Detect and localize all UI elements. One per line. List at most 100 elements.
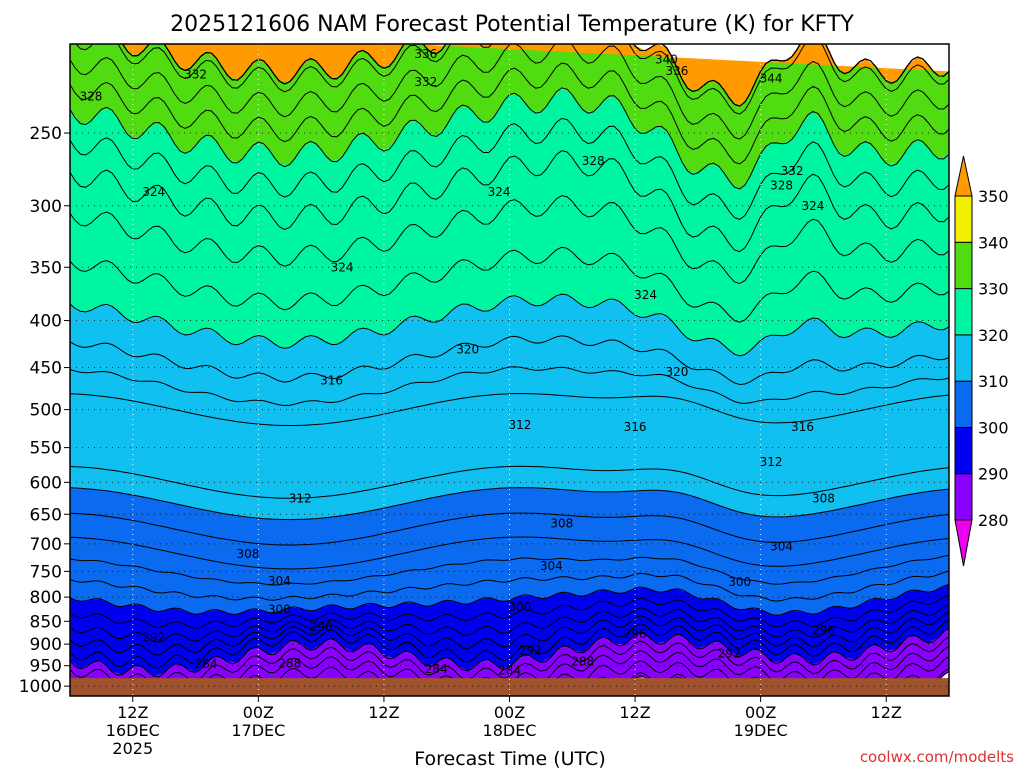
isentrope-336 (75, 44, 949, 115)
isentrope-348 (122, 44, 949, 107)
x-tick-label: 17DEC (231, 721, 285, 740)
colorbar-segment (954, 241, 973, 290)
contour-label: 336 (665, 64, 688, 78)
y-tick-label: 850 (30, 612, 62, 632)
x-tick-label: 00Z (494, 703, 525, 722)
y-tick-label: 700 (30, 535, 62, 555)
isentrope-306 (70, 536, 949, 570)
colorbar-under-triangle (954, 519, 973, 567)
isentrope-308 (70, 512, 949, 546)
y-tick-label: 800 (30, 588, 62, 608)
x-axis-label: Forecast Time (UTC) (414, 748, 605, 768)
isentrope-310 (70, 487, 949, 521)
contour-label: 316 (791, 420, 814, 434)
colorbar-segment (954, 473, 973, 521)
x-tick-label: 00Z (243, 703, 274, 722)
contour-label: 308 (550, 516, 573, 530)
y-tick-label: 500 (30, 401, 62, 421)
band-320-330 (70, 87, 949, 356)
isentrope-314 (70, 393, 949, 426)
contour-label: 308 (812, 492, 835, 506)
isentrope-326 (70, 150, 949, 253)
contour-label: 292 (142, 630, 165, 644)
contour-label: 312 (289, 492, 312, 506)
colorbar-segment (954, 426, 973, 475)
colorbar-segment (954, 380, 973, 428)
contour-label: 328 (770, 178, 793, 192)
contour-label: 300 (268, 602, 291, 616)
isentrope-300 (70, 583, 949, 616)
isentrope-320 (70, 293, 949, 357)
x-tick-label: 16DEC (106, 721, 160, 740)
contour-label: 320 (665, 365, 688, 379)
chart-title: 2025121606 NAM Forecast Potential Temper… (170, 12, 854, 37)
isentrope-322 (70, 246, 949, 323)
colorbar-label: 320 (978, 326, 1009, 345)
colorbar-label: 280 (978, 511, 1009, 530)
contour-label: 316 (624, 420, 647, 434)
contour-label: 284 (498, 664, 521, 678)
credit-text: coolwx.com/modelts (860, 748, 1014, 766)
contour-label: 324 (634, 288, 657, 302)
band-330-340 (70, 44, 949, 189)
x-tick-label: 19DEC (734, 721, 788, 740)
contour-label: 300 (728, 575, 751, 589)
contour-label: 284 (195, 657, 218, 671)
contour-label: 304 (540, 559, 563, 573)
isentrope-290 (70, 627, 949, 678)
y-tick-label: 1000 (19, 677, 62, 697)
colorbar-label: 340 (978, 233, 1009, 252)
y-tick-label: 650 (30, 505, 62, 525)
contour-label: 312 (760, 455, 783, 469)
colorbar-label: 350 (978, 187, 1009, 206)
isentrope-294 (70, 611, 949, 656)
colorbar-segment (954, 195, 973, 243)
contour-label: 304 (770, 540, 793, 554)
x-tick-label: 2025 (112, 739, 153, 758)
contour-label: 332 (414, 75, 437, 89)
colorbar-label: 300 (978, 418, 1009, 437)
contour-label: 340 (655, 53, 678, 67)
contour-label: 336 (414, 47, 437, 61)
x-tick-label: 12Z (117, 703, 148, 722)
y-tick-label: 450 (30, 359, 62, 379)
contour-label: 316 (320, 374, 343, 388)
x-tick-label: 18DEC (483, 721, 537, 740)
contour-label: 292 (519, 644, 542, 658)
contour-label: 288 (278, 657, 301, 671)
y-tick-label: 350 (30, 258, 62, 278)
y-tick-label: 250 (30, 124, 62, 144)
colorbar-label: 290 (978, 465, 1009, 484)
isentrope-318 (70, 335, 949, 386)
y-tick-label: 950 (30, 657, 62, 677)
contour-label: 292 (718, 647, 741, 661)
contour-label: 300 (509, 600, 532, 614)
contour-label: 308 (236, 547, 259, 561)
x-tick-label: 00Z (745, 703, 776, 722)
x-tick-label: 12Z (368, 703, 399, 722)
contour-label: 332 (184, 68, 207, 82)
isentrope-316 (70, 366, 949, 407)
y-tick-label: 550 (30, 439, 62, 459)
contour-label: 324 (488, 185, 511, 199)
isentrope-324 (70, 195, 949, 285)
contour-label: 284 (425, 662, 448, 676)
contour-label: 320 (456, 342, 479, 356)
colorbar-label: 310 (978, 372, 1009, 391)
isentrope-312 (70, 465, 949, 499)
colorbar-segment (954, 288, 973, 336)
x-tick-label: 12Z (871, 703, 902, 722)
contour-label: 312 (509, 418, 532, 432)
isentrope-302 (70, 570, 949, 602)
band-380-undefined (122, 44, 949, 107)
contour-label: 328 (79, 89, 102, 103)
contour-label: 296 (310, 620, 333, 634)
x-tick-label: 12Z (619, 703, 650, 722)
grid-lines (70, 44, 949, 696)
colorbar-segment (954, 334, 973, 382)
contour-label: 324 (331, 260, 354, 274)
y-tick-label: 900 (30, 635, 62, 655)
